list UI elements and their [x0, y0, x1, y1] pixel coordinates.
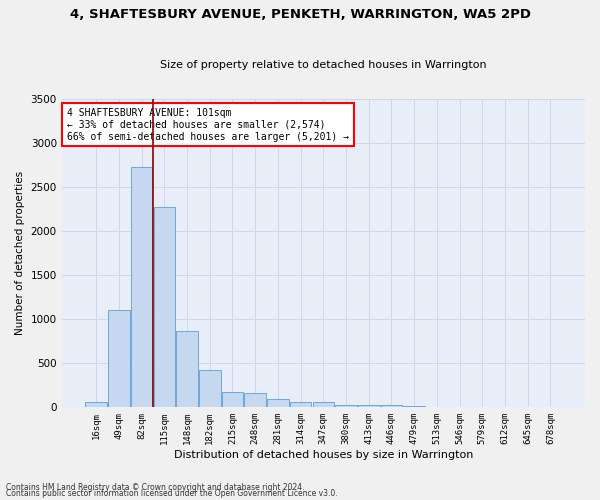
- Text: Contains public sector information licensed under the Open Government Licence v3: Contains public sector information licen…: [6, 490, 338, 498]
- Text: 4 SHAFTESBURY AVENUE: 101sqm
← 33% of detached houses are smaller (2,574)
66% of: 4 SHAFTESBURY AVENUE: 101sqm ← 33% of de…: [67, 108, 349, 142]
- Bar: [199, 370, 221, 408]
- Bar: [290, 402, 311, 407]
- Bar: [335, 404, 357, 407]
- X-axis label: Distribution of detached houses by size in Warrington: Distribution of detached houses by size …: [173, 450, 473, 460]
- Bar: [380, 405, 402, 407]
- Bar: [85, 402, 107, 407]
- Bar: [267, 400, 289, 407]
- Bar: [176, 330, 198, 407]
- Bar: [131, 167, 152, 408]
- Bar: [222, 392, 243, 407]
- Bar: [313, 402, 334, 407]
- Title: Size of property relative to detached houses in Warrington: Size of property relative to detached ho…: [160, 60, 487, 70]
- Bar: [358, 404, 380, 407]
- Text: Contains HM Land Registry data © Crown copyright and database right 2024.: Contains HM Land Registry data © Crown c…: [6, 484, 305, 492]
- Bar: [244, 393, 266, 407]
- Bar: [403, 406, 425, 407]
- Y-axis label: Number of detached properties: Number of detached properties: [15, 171, 25, 336]
- Bar: [108, 310, 130, 408]
- Text: 4, SHAFTESBURY AVENUE, PENKETH, WARRINGTON, WA5 2PD: 4, SHAFTESBURY AVENUE, PENKETH, WARRINGT…: [70, 8, 530, 20]
- Bar: [154, 206, 175, 408]
